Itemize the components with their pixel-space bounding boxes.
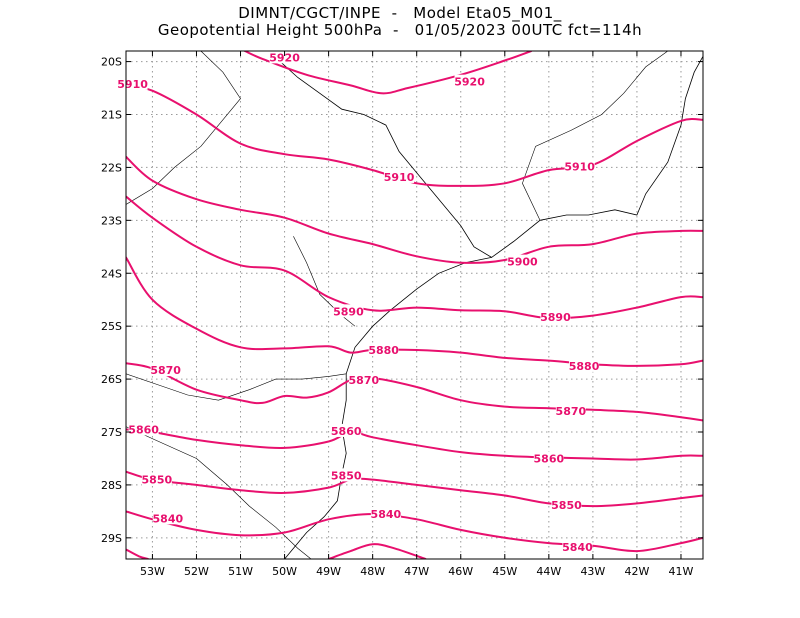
contour-label: 5890 xyxy=(333,305,364,318)
contour-label-bg xyxy=(141,472,172,486)
contour-label: 5840 xyxy=(371,508,402,521)
contour-5900 xyxy=(126,155,703,264)
contour-5840 xyxy=(126,510,703,553)
lon-tick-label: 43W xyxy=(580,565,605,578)
contour-label-bg xyxy=(152,511,183,525)
coastline-segment xyxy=(279,56,703,258)
contour-label-bg xyxy=(370,507,401,521)
lat-tick-label: 24S xyxy=(101,267,122,280)
contour-label-bg xyxy=(454,74,485,88)
contour-label-bg xyxy=(269,50,300,64)
longitude-ticks: 53W 52W 51W 50W 49W 48W 47W 46W 45W 44W 43W 42W 41W xyxy=(140,51,694,578)
contour-5830 xyxy=(327,543,427,559)
lon-tick-label: 53W xyxy=(140,565,165,578)
contour-5870 xyxy=(126,362,703,422)
contour-5910 xyxy=(126,84,703,187)
contour-label: 5850 xyxy=(331,469,362,482)
contour-5890 xyxy=(126,195,703,320)
contour-label: 5900 xyxy=(507,256,538,269)
lat-tick-label: 20S xyxy=(101,56,122,69)
title-line-2: Geopotential Height 500hPa - 01/05/2023 … xyxy=(157,21,643,39)
contour-5860 xyxy=(126,428,703,461)
contour-label-bg xyxy=(569,358,600,372)
map-title: DIMNT/CGCT/INPE - Model Eta05_M01_ Geopo… xyxy=(0,5,800,39)
lat-tick-label: 21S xyxy=(101,109,122,122)
contour-label-bg xyxy=(128,422,159,436)
lon-tick-label: 45W xyxy=(492,565,517,578)
contour-label: 5920 xyxy=(454,76,485,89)
contour-label: 5870 xyxy=(556,405,587,418)
contour-label: 5890 xyxy=(540,311,571,324)
contour-label: 5860 xyxy=(331,425,362,438)
contour-label-bg xyxy=(333,304,364,318)
contour-label-bg xyxy=(348,373,379,387)
contour-label: 5850 xyxy=(551,499,582,512)
contour-label: 5870 xyxy=(150,364,181,377)
height-contours xyxy=(126,51,703,559)
lon-tick-label: 42W xyxy=(624,565,649,578)
lon-tick-label: 44W xyxy=(536,565,561,578)
contour-5830 xyxy=(126,548,149,559)
plot-frame xyxy=(125,50,704,560)
lon-tick-label: 41W xyxy=(669,565,694,578)
contour-label: 5880 xyxy=(368,344,399,357)
contour-label-bg xyxy=(564,159,595,173)
contour-label-bg xyxy=(331,468,362,482)
lon-tick-label: 50W xyxy=(272,565,297,578)
contour-label-bg xyxy=(384,169,415,183)
state-border xyxy=(126,373,347,401)
lon-tick-label: 46W xyxy=(448,565,473,578)
lon-tick-label: 49W xyxy=(316,565,341,578)
contour-label: 5880 xyxy=(569,360,600,373)
lon-tick-label: 52W xyxy=(184,565,209,578)
contour-label: 5840 xyxy=(562,541,593,554)
contour-label: 5920 xyxy=(269,51,300,64)
contour-label-bg xyxy=(551,498,582,512)
lat-tick-label: 29S xyxy=(101,532,122,545)
lat-tick-label: 22S xyxy=(101,161,122,174)
gridlines xyxy=(126,51,703,559)
lat-tick-label: 28S xyxy=(101,479,122,492)
contour-label: 5910 xyxy=(564,160,595,173)
latitude-ticks: 20S 21S 22S 23S 24S 25S 26S 27S 28S 29S xyxy=(101,56,703,545)
contour-label-bg xyxy=(540,310,571,324)
contour-label-bg xyxy=(150,363,181,377)
contour-label: 5870 xyxy=(349,374,380,387)
contour-label-bg xyxy=(331,423,362,437)
contour-label: 5860 xyxy=(534,452,565,465)
state-border xyxy=(126,426,312,559)
state-border xyxy=(126,51,241,205)
contour-label: 5860 xyxy=(128,423,159,436)
contour-5850 xyxy=(126,470,703,508)
contour-label: 5840 xyxy=(153,512,184,525)
contour-label: 5910 xyxy=(384,171,415,184)
contour-label-bg xyxy=(562,539,593,553)
lon-tick-label: 51W xyxy=(228,565,253,578)
lat-tick-label: 23S xyxy=(101,214,122,227)
contour-label: 5910 xyxy=(117,78,148,91)
title-line-1: DIMNT/CGCT/INPE - Model Eta05_M01_ xyxy=(238,4,562,22)
contour-labels: 5920 5920 5910 5910 5910 5900 5890 5890 5880 5880… xyxy=(117,50,600,554)
lat-tick-label: 25S xyxy=(101,320,122,333)
contour-label-bg xyxy=(507,254,538,268)
state-border xyxy=(293,236,356,327)
lon-tick-label: 48W xyxy=(360,565,385,578)
contour-label-bg xyxy=(117,76,148,90)
contour-label: 5850 xyxy=(142,474,173,487)
contour-label-bg xyxy=(368,342,399,356)
lat-tick-label: 27S xyxy=(101,426,122,439)
contour-label-bg xyxy=(533,451,564,465)
lon-tick-label: 47W xyxy=(404,565,429,578)
lat-tick-label: 26S xyxy=(101,373,122,386)
contour-label-bg xyxy=(555,403,586,417)
